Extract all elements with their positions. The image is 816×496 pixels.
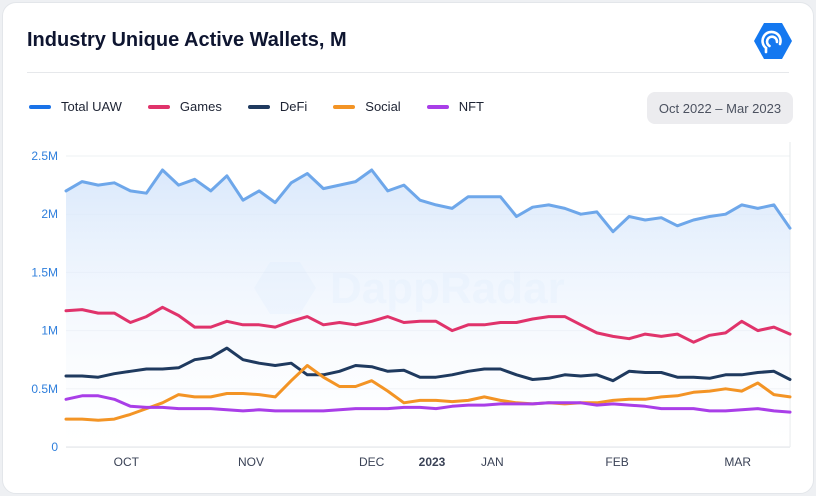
legend-item-total-uaw[interactable]: Total UAW <box>29 99 122 114</box>
series-area-total-uaw <box>66 170 790 447</box>
legend-label: Games <box>179 99 222 114</box>
legend-swatch <box>426 104 449 109</box>
legend-label: DeFi <box>279 99 308 114</box>
chart-title: Industry Unique Active Wallets, M <box>27 29 347 51</box>
series-line-social <box>64 364 792 422</box>
x-tick-label: JAN <box>481 455 504 469</box>
x-tick-label: FEB <box>605 455 628 469</box>
x-tick-label: MAR <box>724 455 751 469</box>
date-range-button[interactable]: Oct 2022 – Mar 2023 <box>647 92 793 124</box>
legend-swatch <box>333 104 356 109</box>
y-tick-label: 2.5M <box>31 149 58 163</box>
legend-item-nft[interactable]: NFT <box>426 99 484 114</box>
x-tick-label: OCT <box>114 455 140 469</box>
dappradar-logo-icon <box>754 23 792 59</box>
legend-label: Social <box>365 99 401 114</box>
y-tick-label: 1M <box>41 324 58 338</box>
legend-label: Total UAW <box>61 99 122 114</box>
legend-item-defi[interactable]: DeFi <box>247 99 308 114</box>
y-tick-label: 0 <box>51 440 58 454</box>
x-tick-label: 2023 <box>419 455 446 469</box>
y-tick-label: 1.5M <box>31 265 58 279</box>
legend-swatch <box>247 104 270 109</box>
series-line-total-uaw <box>64 168 792 234</box>
series-line-nft <box>64 394 792 414</box>
header-divider <box>27 72 789 73</box>
x-tick-label: DEC <box>359 455 385 469</box>
legend-swatch <box>147 104 170 109</box>
y-tick-label: 0.5M <box>31 382 58 396</box>
legend-item-games[interactable]: Games <box>147 99 222 114</box>
legend-swatch <box>29 104 51 109</box>
y-tick-label: 2M <box>41 207 58 221</box>
x-tick-label: NOV <box>238 455 264 469</box>
legend: Total UAW Games DeFi Social NFT <box>29 99 484 114</box>
series-line-games <box>64 305 792 344</box>
series-line-defi <box>64 346 792 383</box>
legend-label: NFT <box>458 99 484 114</box>
legend-item-social[interactable]: Social <box>333 99 401 114</box>
